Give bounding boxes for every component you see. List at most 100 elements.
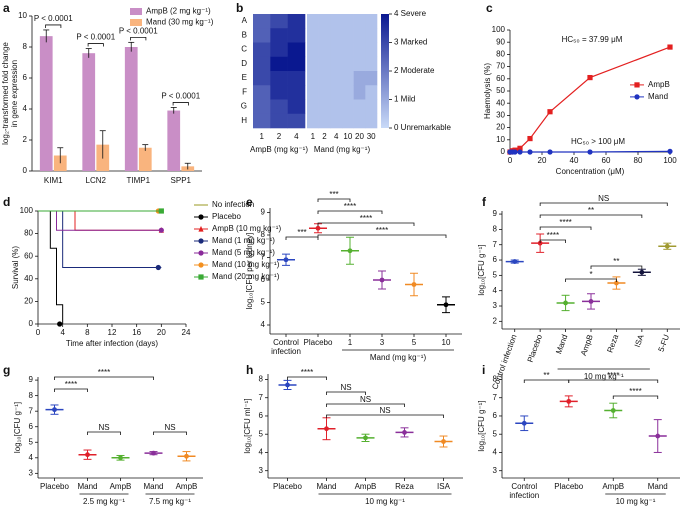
heatmap-cell <box>342 71 354 86</box>
heatmap-cell <box>253 71 271 86</box>
heatmap-cell <box>342 99 354 115</box>
marker <box>198 250 204 256</box>
heatmap-cell <box>318 14 331 29</box>
group-label: 10 mg kg⁻¹ <box>616 497 656 506</box>
y-tick-label: 8 <box>261 230 266 239</box>
x-tick-label: 0 <box>508 156 513 165</box>
x-tick-label: Placebo <box>273 482 302 491</box>
x-tick-label: Control infection <box>271 338 301 356</box>
y-tick-label: 0 <box>29 319 34 328</box>
heatmap-cell <box>270 99 288 115</box>
heatmap-cell <box>353 71 366 86</box>
y-tick-label: 3 <box>493 301 498 310</box>
significance-label: NS <box>360 395 371 404</box>
heatmap-cell <box>318 28 331 43</box>
y-tick-label: 6 <box>29 422 34 431</box>
y-tick-label: 20 <box>496 123 505 132</box>
x-tick-label: Reza <box>605 333 620 354</box>
significance-bracket <box>539 202 668 206</box>
significance-bracket <box>326 403 405 407</box>
group-label: 2.5 mg kg⁻¹ <box>83 497 125 506</box>
group-label: 10 mg kg⁻¹ <box>584 372 624 381</box>
mean-dot <box>283 257 289 263</box>
x-tick-label: 3 <box>380 338 385 347</box>
significance-bracket <box>317 198 351 202</box>
heatmap-cell <box>307 56 319 72</box>
mean-dot <box>324 426 329 432</box>
heatmap-cell <box>353 56 366 72</box>
annotation: HC₅₀ > 100 μM <box>571 137 625 146</box>
heatmap-cell <box>365 14 378 29</box>
y-tick-label: 6 <box>261 275 266 284</box>
y-tick-label: 50 <box>496 86 505 95</box>
y-tick-label: 4 <box>29 453 34 462</box>
panel-label: d <box>3 195 10 209</box>
significance-bracket <box>317 234 447 238</box>
significance-bracket <box>87 431 121 435</box>
colorbar-label: 0 Unremarkable <box>394 123 451 132</box>
bar <box>82 53 96 172</box>
heatmap-cell <box>318 85 331 100</box>
mean-dot <box>610 408 616 413</box>
y-axis-label: Haemolysis (%) <box>483 63 492 119</box>
heatmap-cell <box>253 28 271 43</box>
mean-dot <box>184 453 189 459</box>
significance-label: **** <box>559 218 571 227</box>
colorbar-label: 1 Mild <box>394 95 415 104</box>
row-label: G <box>241 102 247 111</box>
significance-label: **** <box>344 202 356 211</box>
heatmap-cell <box>307 71 319 86</box>
heatmap-cell <box>365 99 378 115</box>
heatmap-cell <box>318 113 331 129</box>
bar <box>138 147 152 171</box>
y-tick-label: 10 <box>496 135 505 144</box>
x-tick-label: 1 <box>348 338 353 347</box>
significance-bracket <box>172 102 189 106</box>
x-tick-label: Placebo <box>304 338 333 347</box>
heatmap-cell <box>353 99 366 115</box>
x-tick-label: AmpB <box>176 482 198 491</box>
x-tick-label: TIMP1 <box>126 176 150 185</box>
significance-bracket <box>54 376 154 380</box>
y-tick-label: 5 <box>493 429 498 438</box>
mean-dot <box>655 433 661 439</box>
x-tick-label: AmpB <box>579 333 595 357</box>
heatmap-cell <box>330 56 343 72</box>
row-label: B <box>242 30 247 39</box>
marker <box>547 149 553 155</box>
mean-dot <box>639 269 645 275</box>
legend-label: Mand (30 mg kg⁻¹) <box>146 18 214 27</box>
group-label: Mand (mg kg⁻¹) <box>370 353 427 362</box>
significance-bracket <box>130 36 147 41</box>
y-tick-label: 8 <box>493 375 498 384</box>
heatmap-cell <box>342 85 354 100</box>
significance-bracket <box>285 236 319 240</box>
y-tick-label: 0 <box>501 147 506 156</box>
heatmap-cell <box>318 71 331 86</box>
heatmap-cell <box>287 71 306 86</box>
row-label: F <box>242 87 247 96</box>
significance-bracket <box>54 388 88 392</box>
y-tick-label: 5 <box>261 298 266 307</box>
heatmap-cell <box>287 56 306 72</box>
heatmap-cell <box>330 28 343 43</box>
panel-label: g <box>3 363 10 377</box>
x-tick-label: Mand <box>648 482 668 491</box>
x-tick-label: Control infection <box>509 482 539 500</box>
legend-label: AmpB (10 mg kg⁻¹) <box>212 224 281 233</box>
significance-bracket <box>45 24 62 28</box>
y-axis-label: log₁₀[CFU g⁻¹] <box>477 244 486 295</box>
significance-label: ** <box>588 206 594 215</box>
heatmap-cell <box>270 28 288 43</box>
x-tick-label: 60 <box>602 156 611 165</box>
significance-label: NS <box>98 423 109 432</box>
heatmap-cell <box>253 42 271 58</box>
heatmap-cell <box>270 85 288 100</box>
heatmap-cell <box>270 113 288 129</box>
significance-bracket <box>523 379 570 383</box>
y-tick-label: 5 <box>259 429 264 438</box>
heatmap-cell <box>365 28 378 43</box>
y-tick-label: 3 <box>29 468 34 477</box>
x-tick-label: 24 <box>182 328 191 337</box>
